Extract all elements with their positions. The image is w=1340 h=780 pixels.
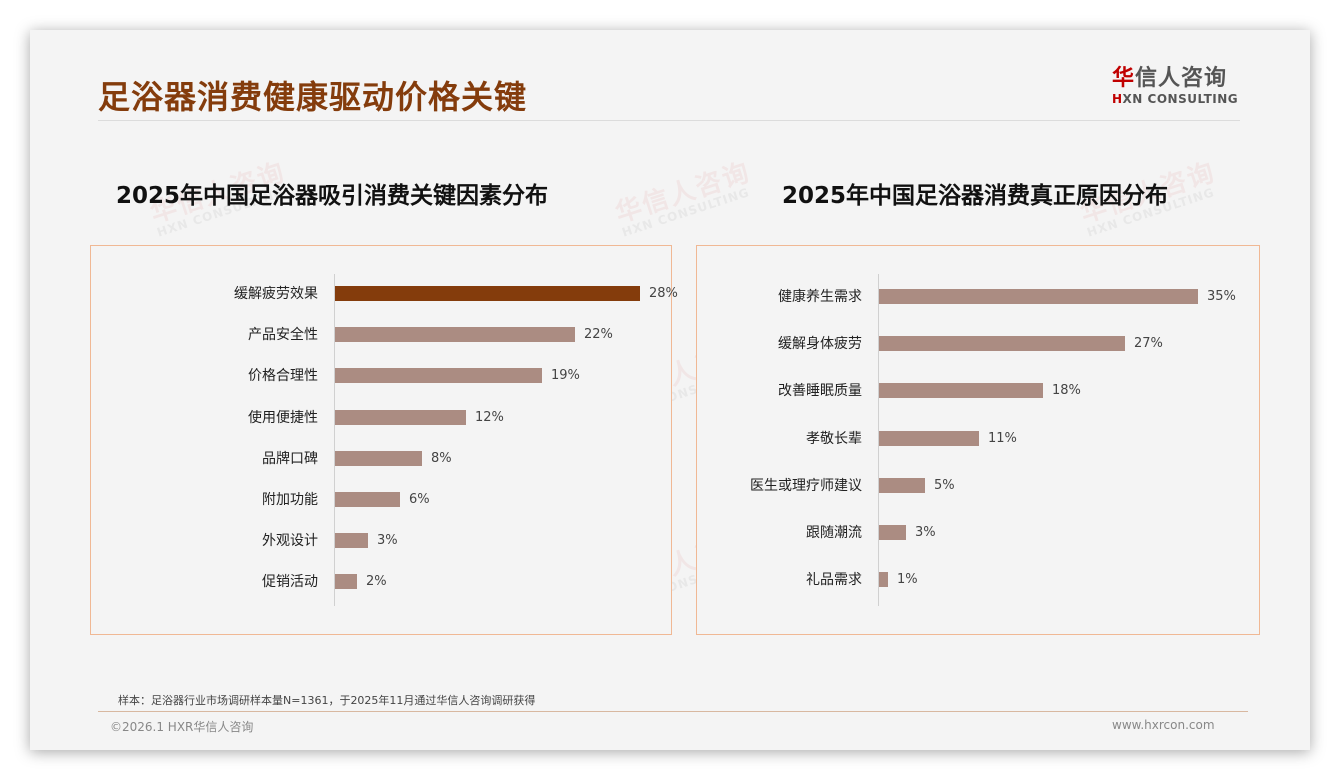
value-label: 1% (897, 572, 918, 588)
title-divider (98, 120, 1240, 121)
category-label: 缓解身体疲劳 (778, 336, 862, 353)
value-label: 27% (1134, 336, 1163, 352)
bar (879, 289, 1198, 304)
logo-en-text: XN CONSULTING (1122, 92, 1239, 106)
bar-row: 价格合理性 19% (91, 368, 671, 384)
bar-row: 健康养生需求 35% (697, 289, 1259, 305)
bar (879, 336, 1125, 352)
category-label: 品牌口碑 (262, 450, 318, 467)
category-label: 附加功能 (262, 492, 318, 508)
category-label: 缓解疲劳效果 (234, 286, 318, 302)
footer-divider (98, 711, 1248, 712)
value-label: 6% (409, 492, 430, 507)
bar (335, 533, 368, 549)
value-label: 11% (988, 430, 1017, 446)
bar-row: 改善睡眠质量 18% (697, 383, 1259, 399)
bar-row: 缓解身体疲劳 27% (697, 336, 1259, 352)
value-label: 2% (366, 574, 387, 590)
y-axis-line (334, 274, 335, 606)
chart-title-right: 2025年中国足浴器消费真正原因分布 (782, 183, 1169, 209)
bar-row: 医生或理疗师建议 5% (697, 477, 1259, 494)
company-logo: 华信人咨询 HXN CONSULTING (1112, 66, 1242, 106)
bar-row: 缓解疲劳效果 28% (91, 286, 678, 302)
category-label: 跟随潮流 (806, 525, 862, 541)
category-label: 使用便捷性 (248, 409, 318, 426)
category-label: 价格合理性 (248, 368, 318, 385)
chart-left: 缓解疲劳效果 28% 产品安全性 22% 价格合理性 19% 使用便捷性 12% 品牌口碑 8% 附… (90, 245, 678, 635)
copyright: ©2026.1 HXR华信人咨询 (110, 720, 254, 734)
bar-row: 孝敬长辈 11% (697, 430, 1259, 447)
value-label: 3% (915, 525, 936, 540)
bar-row: 品牌口碑 8% (91, 450, 671, 467)
value-label: 12% (475, 409, 504, 425)
watermark-en: HXN CONSULTING (620, 185, 752, 240)
bar-highlight (335, 286, 640, 301)
bar-row: 使用便捷性 12% (91, 409, 671, 426)
sample-footnote: 样本：足浴器行业市场调研样本量N=1361，于2025年11月通过华信人咨询调研… (118, 694, 536, 707)
category-label: 促销活动 (262, 574, 318, 591)
value-label: 35% (1207, 289, 1236, 304)
bar (335, 450, 422, 466)
chart-right: 健康养生需求 35% 缓解身体疲劳 27% 改善睡眠质量 18% 孝敬长辈 11% 医生或理疗师… (696, 245, 1260, 635)
value-label: 18% (1052, 383, 1081, 399)
watermark-cn: 华信人咨询 (611, 157, 755, 230)
logo-cn-mark: 华 (1112, 66, 1136, 91)
value-label: 3% (377, 533, 398, 549)
value-label: 8% (431, 450, 452, 466)
bar-row: 礼品需求 1% (697, 572, 1259, 588)
chart-title-left: 2025年中国足浴器吸引消费关键因素分布 (116, 183, 549, 209)
bar-row: 外观设计 3% (91, 533, 671, 549)
bar-row: 促销活动 2% (91, 574, 671, 590)
bar (879, 525, 906, 540)
category-label: 健康养生需求 (778, 289, 862, 305)
bar-row: 跟随潮流 3% (697, 525, 1259, 541)
category-label: 孝敬长辈 (806, 430, 862, 447)
bar (335, 327, 575, 343)
value-label: 22% (584, 327, 613, 343)
bar (879, 383, 1043, 399)
category-label: 医生或理疗师建议 (750, 477, 862, 494)
y-axis-line (878, 274, 879, 606)
category-label: 改善睡眠质量 (778, 383, 862, 400)
logo-en-mark: H (1112, 92, 1123, 106)
bar-row: 产品安全性 22% (91, 327, 671, 343)
bar-row: 附加功能 6% (91, 492, 671, 508)
bar (335, 409, 466, 425)
bar (879, 477, 925, 493)
page-title: 足浴器消费健康驱动价格关键 (98, 78, 528, 116)
bar (335, 492, 400, 507)
bar (879, 572, 888, 588)
category-label: 产品安全性 (248, 327, 318, 344)
bar (335, 368, 542, 384)
value-label: 28% (649, 286, 678, 301)
category-label: 外观设计 (262, 533, 318, 550)
bar (879, 430, 979, 446)
category-label: 礼品需求 (806, 572, 862, 589)
value-label: 5% (934, 477, 955, 493)
logo-cn-text: 信人咨询 (1135, 66, 1228, 91)
bar (335, 574, 357, 590)
website-link[interactable]: www.hxrcon.com (1112, 718, 1215, 732)
value-label: 19% (551, 368, 580, 384)
slide: 足浴器消费健康驱动价格关键 华信人咨询 HXN CONSULTING 华信人咨询… (30, 30, 1310, 750)
